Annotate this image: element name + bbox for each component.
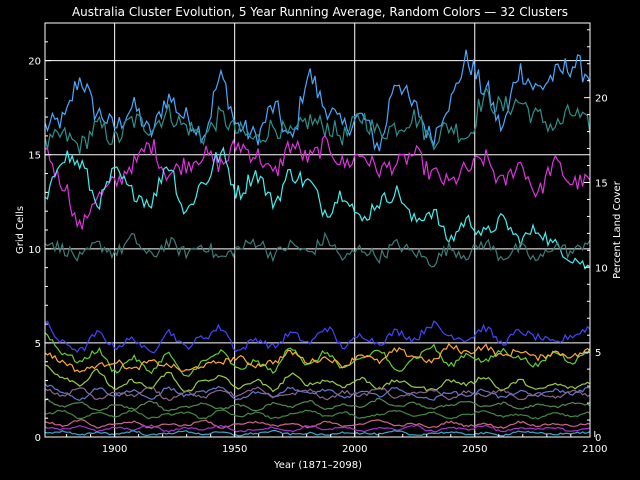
series-line xyxy=(44,386,591,402)
y2-tick-label: 20 xyxy=(595,94,608,105)
series-line xyxy=(44,429,591,437)
y2-axis-label: Percent Land Cover xyxy=(612,180,623,279)
y2-tick-label: 10 xyxy=(595,263,608,274)
series-line xyxy=(44,342,591,373)
y-tick-label: 5 xyxy=(35,339,41,350)
series-line xyxy=(44,134,591,230)
x-axis-label: Year (1871–2098) xyxy=(273,460,362,471)
y-tick-label: 0 xyxy=(35,433,41,444)
series-line xyxy=(44,419,591,429)
y2-tick-label: 15 xyxy=(595,178,608,189)
series-line xyxy=(44,146,591,270)
x-tick-label: 1950 xyxy=(222,444,247,455)
y-axis-label: Grid Cells xyxy=(15,206,26,254)
series-line xyxy=(44,86,591,154)
x-tick-label: 2000 xyxy=(342,444,367,455)
y-tick-label: 15 xyxy=(28,151,41,162)
y2-tick-label: 0 xyxy=(595,433,601,444)
chart-title: Australia Cluster Evolution, 5 Year Runn… xyxy=(72,5,568,19)
series-line xyxy=(44,424,591,433)
series-line xyxy=(44,231,591,268)
y2-tick-label: 5 xyxy=(595,348,601,359)
series-line xyxy=(44,320,591,354)
x-tick-label: 2100 xyxy=(582,444,607,455)
y-tick-label: 10 xyxy=(28,245,41,256)
series-line xyxy=(44,397,591,412)
x-tick-label: 1900 xyxy=(102,444,127,455)
series-line xyxy=(44,332,591,377)
series-line xyxy=(44,49,591,152)
x-tick-label: 2050 xyxy=(462,444,487,455)
series-line xyxy=(44,383,591,402)
series-lines xyxy=(44,49,591,437)
y-tick-label: 20 xyxy=(28,57,41,68)
series-line xyxy=(44,364,591,393)
series-line xyxy=(44,409,591,420)
